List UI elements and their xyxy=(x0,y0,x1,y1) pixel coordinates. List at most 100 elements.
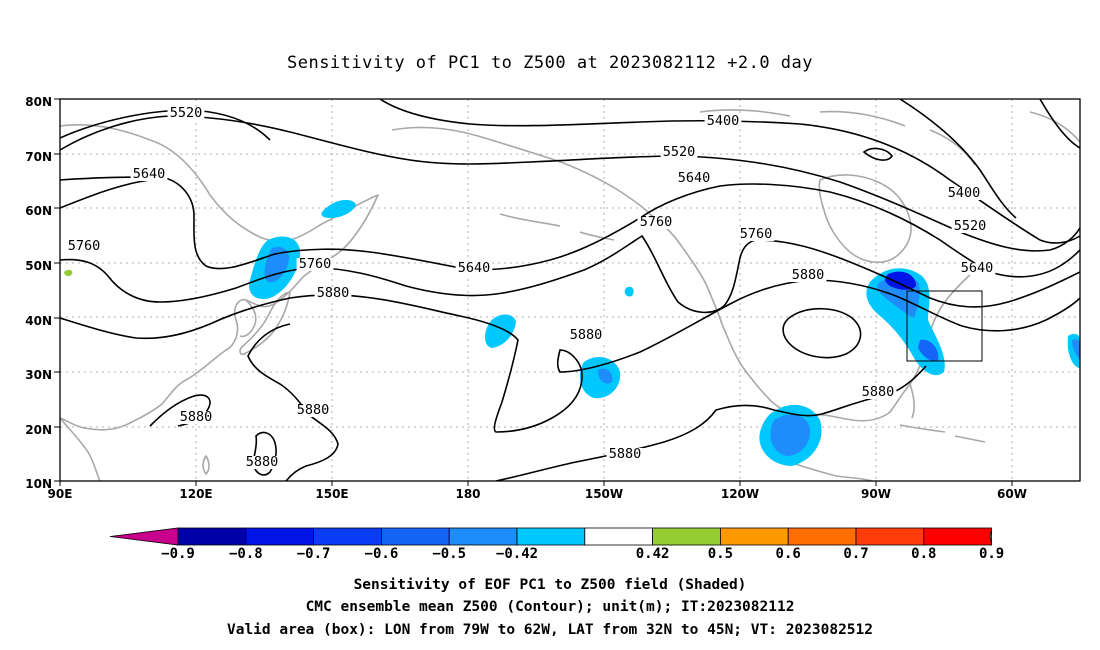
contour-label: 5880 xyxy=(570,327,603,343)
colorbar-segment xyxy=(516,527,586,546)
coastline-arctic-islands xyxy=(699,109,976,166)
contour-label: 5880 xyxy=(246,454,279,470)
contour-label: 5880 xyxy=(297,402,330,418)
contour-label: 5880 xyxy=(180,409,213,425)
colorbar-segment xyxy=(652,527,721,546)
contour-label-bg xyxy=(455,262,493,275)
coastline-korea xyxy=(239,299,257,338)
contour-label-bg xyxy=(314,287,352,300)
contour-5760 xyxy=(60,234,1080,314)
colorbar-segment xyxy=(313,527,382,546)
contour-label-bg xyxy=(243,456,281,469)
colorbar-segment xyxy=(923,527,992,546)
coastline-hudson-bay xyxy=(818,174,912,264)
contour-label: 5640 xyxy=(458,260,491,276)
x-tick-label: 180 xyxy=(455,487,480,501)
colorbar-label: 0.8 xyxy=(911,546,936,562)
colorbar-segment xyxy=(584,527,653,546)
contour-5400-north xyxy=(899,99,1017,219)
coastline-taiwan xyxy=(202,455,210,475)
x-tick-label: 120W xyxy=(721,487,759,501)
colorbar: −0.9 −0.8 −0.7 −0.6 −0.5 −0.42 0.42 0.5 0.6 0.7 0.… xyxy=(109,527,1004,562)
contour-label-bg xyxy=(167,107,205,120)
colorbar-segment xyxy=(245,527,315,546)
colorbar-label: −0.7 xyxy=(297,546,331,562)
y-tick-label: 50N xyxy=(25,259,52,273)
coastline-central-america xyxy=(789,461,873,481)
contour-label: 5880 xyxy=(792,267,825,283)
shade-blob-pacific-center-core xyxy=(598,368,613,384)
contour-label-bg xyxy=(789,269,827,282)
contour-label-bg xyxy=(945,187,983,200)
contour-label: 5760 xyxy=(740,226,773,242)
contour-label: 5880 xyxy=(609,446,642,462)
y-axis-ticks: 80N 70N 60N 50N 40N 30N 20N 10N xyxy=(25,95,60,491)
shade-blob-us-east-core xyxy=(885,271,916,290)
contour-label-bg xyxy=(130,168,168,181)
shade-blob-pacific-small xyxy=(624,286,634,297)
contour-label: 5520 xyxy=(663,144,696,160)
x-axis-ticks: 90E 120E 150E 180 150W 120W 90W 60W xyxy=(48,481,1027,501)
caption-line-1: Sensitivity of EOF PC1 to Z500 field (Sh… xyxy=(354,577,747,593)
x-tick-label: 60W xyxy=(997,487,1027,501)
contour-label: 5760 xyxy=(640,214,673,230)
contour-5400 xyxy=(379,99,1080,244)
contour-label: 5640 xyxy=(678,170,711,186)
contour-label: 5880 xyxy=(862,384,895,400)
coastline-caribbean xyxy=(899,424,986,443)
colorbar-label: 0.5 xyxy=(708,546,733,562)
z500-contours xyxy=(60,99,1080,481)
x-tick-label: 120E xyxy=(179,487,212,501)
map-area xyxy=(60,99,1080,481)
contour-label: 5760 xyxy=(299,256,332,272)
y-tick-label: 20N xyxy=(25,423,52,437)
contour-label: 5640 xyxy=(961,260,994,276)
contour-label-bg xyxy=(859,386,897,399)
contour-5880-cutoff xyxy=(782,307,862,359)
contour-label-bg xyxy=(296,258,334,271)
shade-blob-west-green xyxy=(64,269,73,277)
y-tick-label: 60N xyxy=(25,204,52,218)
caption-line-3: Valid area (box): LON from 79W to 62W, L… xyxy=(227,622,873,638)
y-tick-label: 10N xyxy=(25,477,52,491)
colorbar-segment xyxy=(720,527,789,546)
colorbar-low-triangle xyxy=(109,527,179,546)
figure-title: Sensitivity of PC1 to Z500 at 2023082112… xyxy=(287,53,813,73)
contour-label-bg xyxy=(675,172,713,185)
contour-label-bg xyxy=(660,146,698,159)
colorbar-label: −0.42 xyxy=(496,546,538,562)
shade-blob-kamchatka xyxy=(321,199,356,218)
contour-label-bg xyxy=(177,411,215,424)
colorbar-label: −0.5 xyxy=(432,546,466,562)
contour-label-bg xyxy=(637,216,675,229)
y-tick-label: 40N xyxy=(25,314,52,328)
shade-blob-mexico-core xyxy=(770,414,811,456)
contour-label-bg xyxy=(606,448,644,461)
colorbar-label: −0.8 xyxy=(229,546,263,562)
x-tick-label: 90W xyxy=(861,487,891,501)
colorbar-segment xyxy=(380,527,450,546)
y-tick-label: 70N xyxy=(25,150,52,164)
valid-area-box xyxy=(906,290,983,362)
contour-label: 5520 xyxy=(170,105,203,121)
contour-label: 5520 xyxy=(954,218,987,234)
caption-line-2: CMC ensemble mean Z500 (Contour); unit(m… xyxy=(306,599,795,615)
colorbar-high-triangle xyxy=(989,527,992,546)
contour-label-bg xyxy=(704,115,742,128)
contour-5640 xyxy=(60,176,1080,278)
y-tick-label: 30N xyxy=(25,368,52,382)
contour-label: 5400 xyxy=(707,113,740,129)
colorbar-label: 0.7 xyxy=(843,546,868,562)
contour-label: 5640 xyxy=(133,166,166,182)
coastline-alaska xyxy=(391,126,801,421)
colorbar-segment xyxy=(855,527,925,546)
coastline-aleutians xyxy=(499,213,615,241)
coastline-indochina xyxy=(60,417,101,481)
x-tick-label: 90E xyxy=(48,487,73,501)
colorbar-segment xyxy=(177,527,247,546)
contour-label-bg xyxy=(294,404,332,417)
coastline-greenland xyxy=(1029,111,1080,143)
map-frame xyxy=(59,98,1081,482)
colorbar-label: −0.6 xyxy=(365,546,399,562)
